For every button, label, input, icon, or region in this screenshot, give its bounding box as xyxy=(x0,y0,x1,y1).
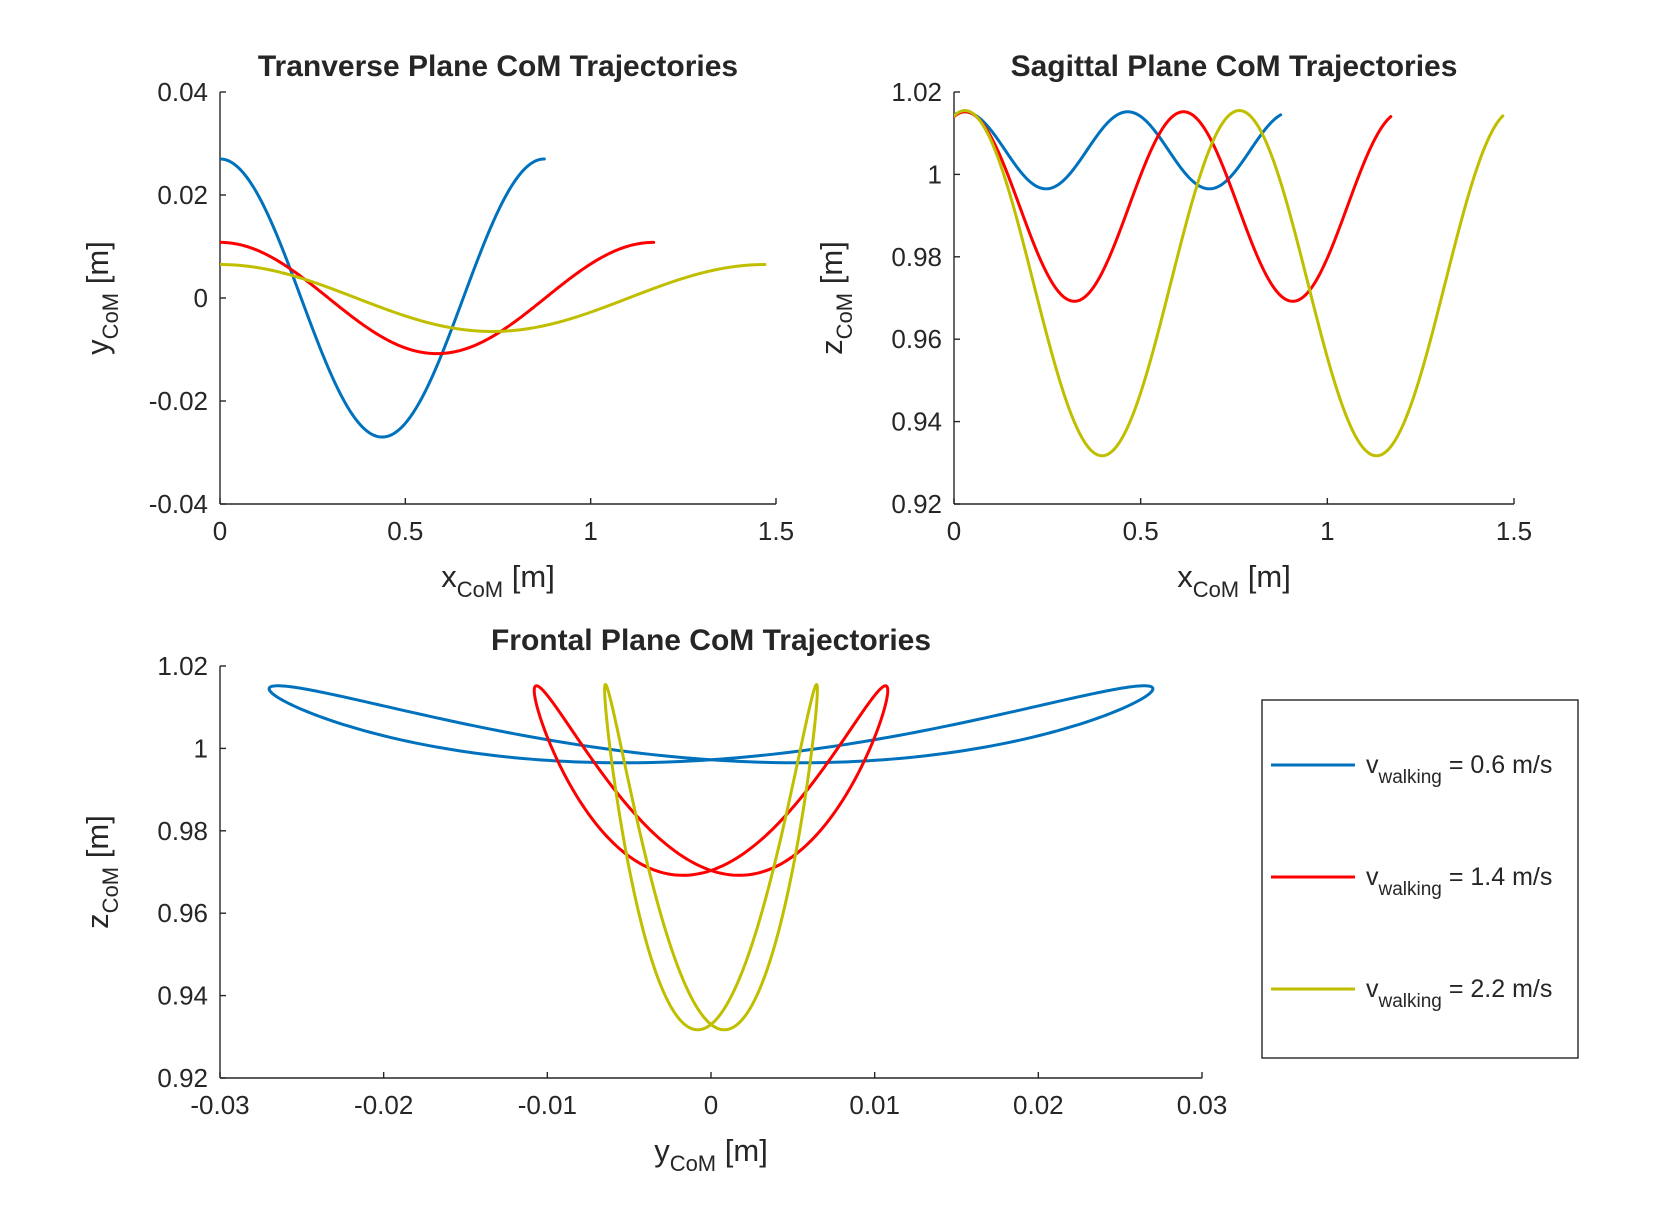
legend-label-3: vwalking = 2.2 m/s xyxy=(1366,975,1552,1012)
y-tick-label: 1 xyxy=(194,733,208,763)
sagittal-series-1-line xyxy=(954,110,1283,191)
legend-label-1: vwalking = 0.6 m/s xyxy=(1366,751,1552,788)
x-tick-label: 1 xyxy=(1320,516,1334,546)
y-tick-label: -0.04 xyxy=(149,489,208,519)
x-tick-label: 1.5 xyxy=(758,516,794,546)
y-tick-label: 1.02 xyxy=(891,77,942,107)
transverse-y-label: yCoM [m] xyxy=(80,241,123,355)
x-tick-label: 0.01 xyxy=(849,1090,900,1120)
transverse-x-label: xCoM [m] xyxy=(441,559,555,602)
sagittal-y-label: zCoM [m] xyxy=(814,241,857,355)
sagittal-series-2-line xyxy=(954,110,1393,303)
transverse-series-1-line xyxy=(220,157,546,439)
x-tick-label: 0.5 xyxy=(387,516,423,546)
y-tick-label: 1.02 xyxy=(157,651,208,681)
sagittal-series-3-line xyxy=(954,109,1505,458)
frontal-series-3-line xyxy=(603,683,819,1032)
x-tick-label: 1 xyxy=(583,516,597,546)
y-tick-label: 0.02 xyxy=(157,180,208,210)
transverse-series-group xyxy=(220,157,767,439)
y-tick-label: 0.94 xyxy=(157,981,208,1011)
transverse-series-2-line xyxy=(220,240,656,356)
x-tick-label: -0.03 xyxy=(190,1090,249,1120)
x-tick-label: 0.5 xyxy=(1123,516,1159,546)
frontal-title: Frontal Plane CoM Trajectories xyxy=(491,624,931,657)
y-tick-label: 0.98 xyxy=(891,242,942,272)
frontal-series-2-line xyxy=(532,684,890,877)
x-tick-label: 0.03 xyxy=(1177,1090,1228,1120)
legend-box xyxy=(1261,699,1579,1059)
frontal-x-label: yCoM [m] xyxy=(654,1133,768,1176)
sagittal-axes: 0 0.5 1 1.5 0.92 0.94 0.96 0.98 1 1.02 Sagittal Pl… xyxy=(814,50,1532,602)
sagittal-series-group xyxy=(954,109,1505,458)
frontal-axes: -0.03 -0.02 -0.01 0 0.01 0.02 0.03 0.92 0.94 0.96… xyxy=(80,624,1227,1176)
frontal-series-1-line xyxy=(267,684,1155,765)
y-tick-label: 0.04 xyxy=(157,77,208,107)
frontal-series-group xyxy=(267,683,1155,1032)
y-tick-label: 1 xyxy=(928,159,942,189)
transverse-series-3-line xyxy=(220,263,767,333)
plots-layer: 0 0.5 1 1.5 -0.04 -0.02 0 0.02 0.04 Tranverse Pla… xyxy=(80,50,1532,1176)
x-tick-label: 1.5 xyxy=(1496,516,1532,546)
y-tick-label: -0.02 xyxy=(149,386,208,416)
y-tick-label: 0.92 xyxy=(891,489,942,519)
x-tick-label: 0 xyxy=(213,516,227,546)
sagittal-x-label: xCoM [m] xyxy=(1177,559,1291,602)
y-tick-label: 0.96 xyxy=(157,898,208,928)
y-tick-label: 0.92 xyxy=(157,1063,208,1093)
transverse-axes: 0 0.5 1 1.5 -0.04 -0.02 0 0.02 0.04 Tranverse Pla… xyxy=(80,50,794,602)
legend-label-2: vwalking = 1.4 m/s xyxy=(1366,863,1552,900)
x-tick-label: -0.02 xyxy=(354,1090,413,1120)
frontal-y-label: zCoM [m] xyxy=(80,815,123,929)
y-tick-label: 0.98 xyxy=(157,816,208,846)
x-tick-label: 0 xyxy=(704,1090,718,1120)
y-tick-label: 0.96 xyxy=(891,324,942,354)
x-tick-label: 0.02 xyxy=(1013,1090,1064,1120)
x-tick-label: 0 xyxy=(947,516,961,546)
y-tick-label: 0 xyxy=(194,283,208,313)
x-tick-label: -0.01 xyxy=(518,1090,577,1120)
legend: vwalking = 0.6 m/s vwalking = 1.4 m/s vwal… xyxy=(1261,699,1579,1059)
sagittal-title: Sagittal Plane CoM Trajectories xyxy=(1011,50,1458,83)
y-tick-label: 0.94 xyxy=(891,407,942,437)
transverse-title: Tranverse Plane CoM Trajectories xyxy=(258,50,738,83)
